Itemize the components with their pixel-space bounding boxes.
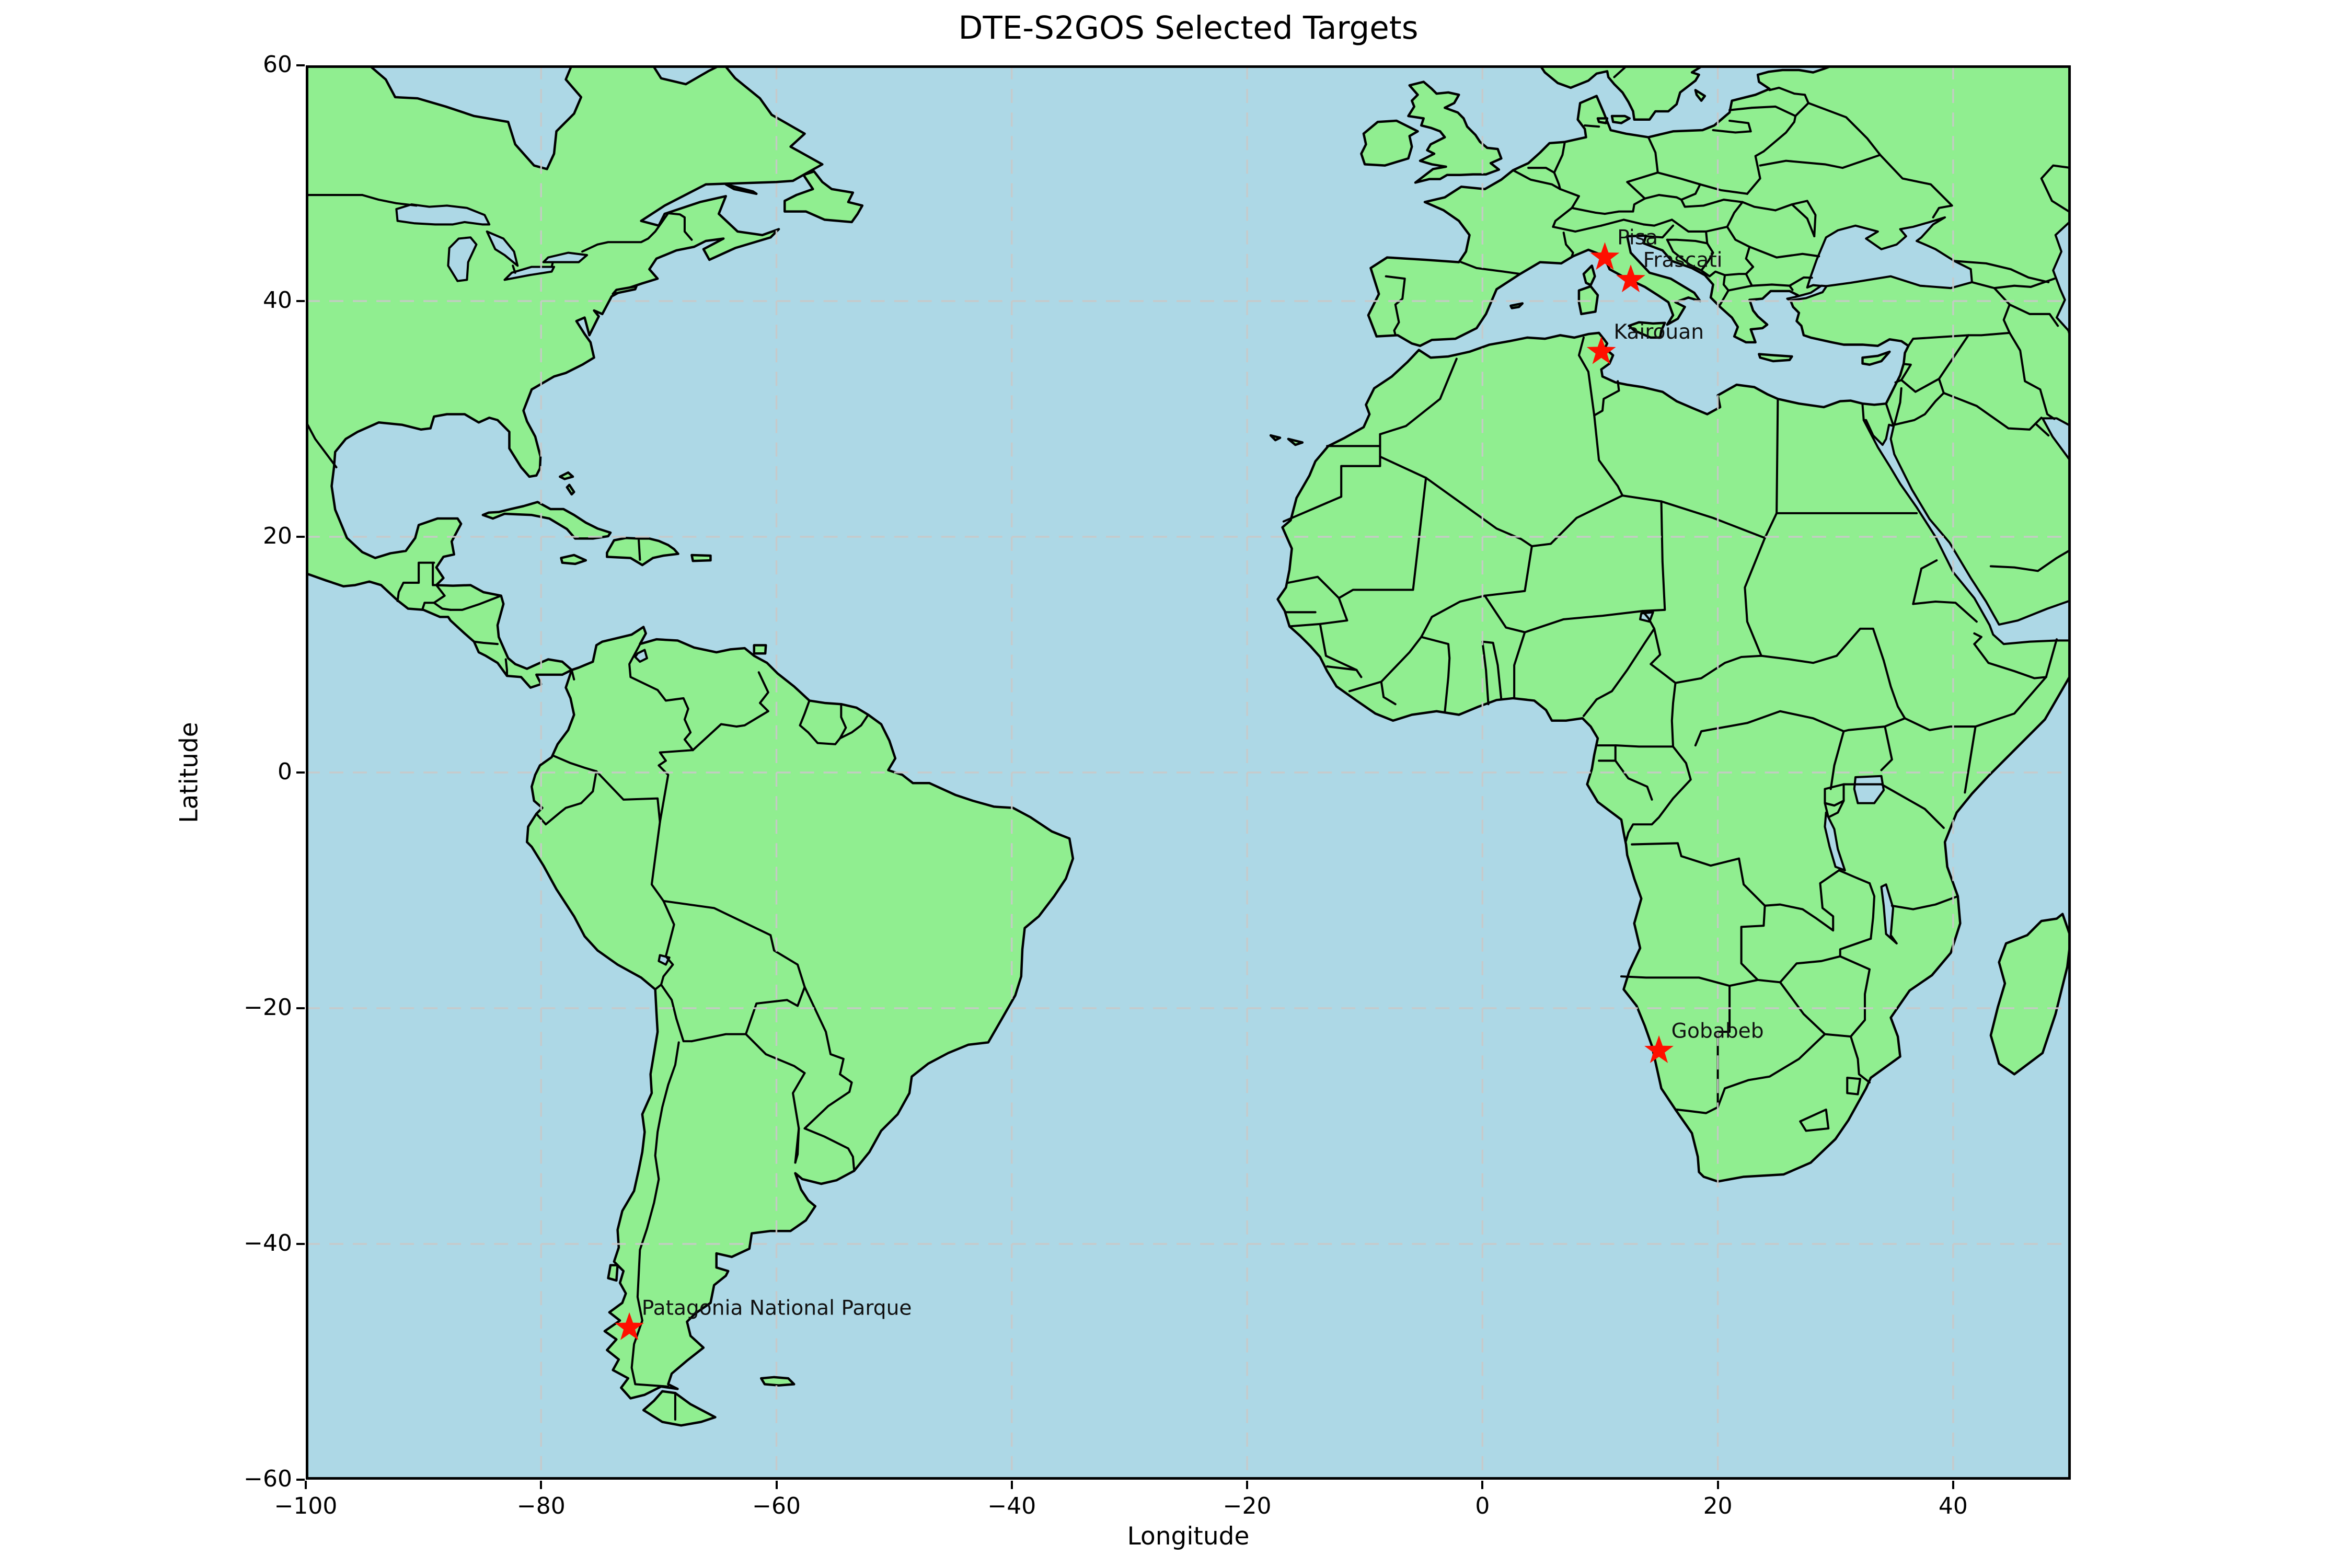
x-tick-label: −60 bbox=[752, 1493, 801, 1519]
y-tickmark bbox=[296, 64, 305, 66]
x-tick-label: 20 bbox=[1703, 1493, 1733, 1519]
country-borders bbox=[306, 65, 2071, 1421]
x-tick-label: −100 bbox=[274, 1493, 338, 1519]
marker-label: Patagonia National Parque bbox=[642, 1296, 912, 1320]
x-tickmark bbox=[775, 1481, 778, 1489]
marker-patagonia-national-parque: Patagonia National Parque bbox=[615, 1296, 912, 1340]
chart-title: DTE-S2GOS Selected Targets bbox=[958, 9, 1419, 47]
x-tickmark bbox=[1952, 1481, 1954, 1489]
marker-gobabeb: Gobabeb bbox=[1644, 1019, 1764, 1063]
y-tickmark bbox=[296, 300, 305, 302]
y-tick-label: −20 bbox=[244, 994, 292, 1021]
x-tick-label: −40 bbox=[987, 1493, 1036, 1519]
y-tickmark bbox=[296, 771, 305, 774]
star-icon bbox=[1644, 1035, 1674, 1063]
y-tickmark bbox=[296, 536, 305, 538]
plot-area: Pisa Frascati Kairouan Gobabeb Patagonia Nat… bbox=[306, 65, 2071, 1480]
x-tickmark bbox=[1246, 1481, 1249, 1489]
marker-kairouan: Kairouan bbox=[1586, 320, 1704, 364]
star-icon bbox=[615, 1312, 644, 1340]
y-tickmark bbox=[296, 1479, 305, 1481]
x-tick-label: −20 bbox=[1223, 1493, 1272, 1519]
marker-label: Gobabeb bbox=[1671, 1019, 1764, 1043]
graticule bbox=[306, 65, 2071, 1480]
x-tickmark bbox=[1481, 1481, 1484, 1489]
x-tickmark bbox=[1010, 1481, 1013, 1489]
y-tick-label: 0 bbox=[278, 758, 292, 785]
marker-pisa: Pisa bbox=[1590, 226, 1658, 270]
x-tickmark bbox=[305, 1481, 307, 1489]
x-tick-label: 0 bbox=[1475, 1493, 1490, 1519]
y-tick-label: −40 bbox=[244, 1230, 292, 1256]
y-tick-label: −60 bbox=[244, 1466, 292, 1492]
x-tickmark bbox=[1716, 1481, 1719, 1489]
star-icon bbox=[1590, 242, 1620, 270]
y-tick-label: 20 bbox=[263, 523, 292, 549]
star-icon bbox=[1616, 264, 1645, 293]
x-tickmark bbox=[540, 1481, 543, 1489]
y-tick-label: 60 bbox=[263, 51, 292, 78]
marker-label: Pisa bbox=[1617, 226, 1658, 250]
x-axis-label: Longitude bbox=[1127, 1522, 1250, 1551]
inland-waters bbox=[395, 203, 2071, 966]
plot-border bbox=[306, 65, 2071, 1480]
y-tick-label: 40 bbox=[263, 287, 292, 314]
marker-label: Kairouan bbox=[1613, 320, 1704, 344]
marker-frascati: Frascati bbox=[1616, 249, 1723, 293]
x-tick-label: −80 bbox=[516, 1493, 566, 1519]
star-icon bbox=[1586, 336, 1616, 364]
y-tickmark bbox=[296, 1007, 305, 1009]
x-tick-label: 40 bbox=[1938, 1493, 1968, 1519]
y-tickmark bbox=[296, 1243, 305, 1245]
marker-label: Frascati bbox=[1643, 249, 1723, 272]
